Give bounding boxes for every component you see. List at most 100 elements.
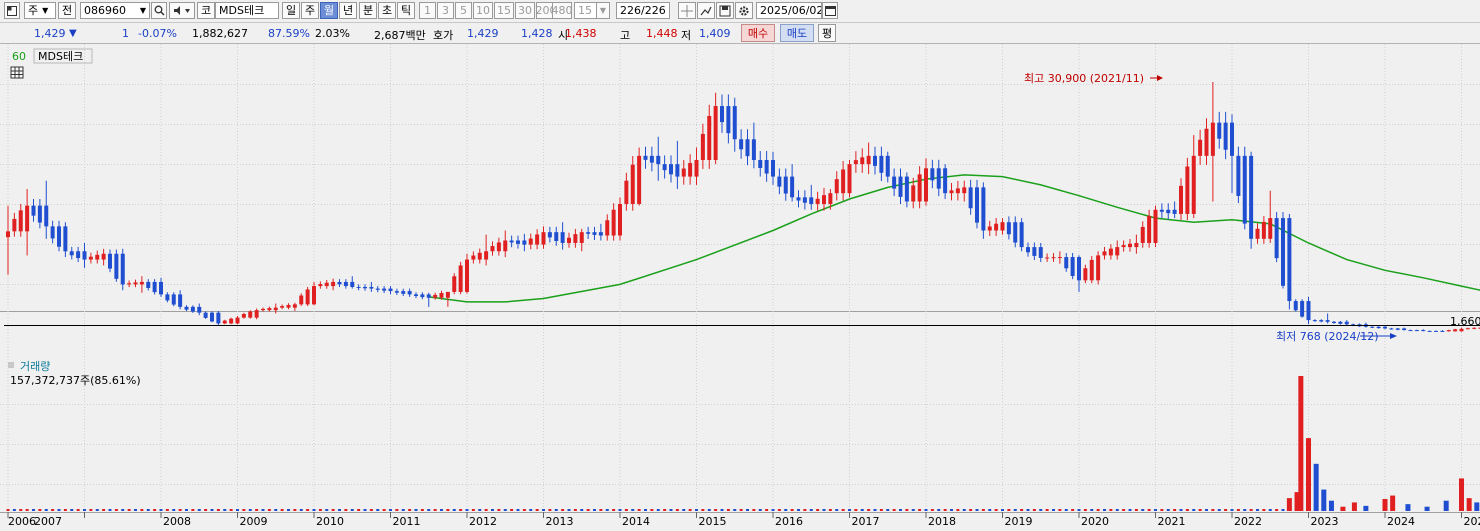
candle-body — [1338, 322, 1342, 324]
volume-bar — [1154, 509, 1157, 511]
volume-bar — [982, 509, 985, 511]
x-tick-label: 2014 — [622, 515, 650, 528]
volume-bar — [536, 509, 539, 511]
volume-bar — [854, 509, 857, 511]
volume-bar — [478, 509, 481, 511]
candle-body — [1281, 218, 1285, 286]
calendar-icon[interactable] — [822, 2, 838, 19]
candle-body — [229, 319, 233, 324]
save-icon[interactable] — [716, 2, 734, 19]
interval-15[interactable]: 15 — [494, 2, 514, 19]
volume-bar — [708, 509, 711, 511]
buy-button[interactable]: 매수 — [741, 24, 775, 42]
volume-bar — [956, 509, 959, 511]
candle-body — [1440, 331, 1444, 332]
volume-bar — [1078, 509, 1081, 511]
volume-bar — [440, 509, 443, 511]
interval-5[interactable]: 5 — [455, 2, 472, 19]
candle-body — [994, 224, 998, 231]
turnover-pct: 2.03% — [315, 27, 350, 40]
interval-30[interactable]: 30 — [515, 2, 535, 19]
volume-bar — [606, 509, 609, 511]
candle — [848, 160, 852, 197]
market-select[interactable]: 주 ▼ — [24, 2, 56, 19]
candle-body — [1185, 166, 1189, 213]
code-input[interactable]: 086960 ▼ — [80, 2, 150, 19]
candle-body — [465, 260, 469, 292]
quote-bar: 1,429 ▼ 1 -0.07% 1,882,627 87.59% 2.03% … — [0, 23, 1480, 44]
volume-bar — [281, 509, 284, 511]
candle-body — [491, 246, 495, 251]
balance-button[interactable]: 평 — [818, 24, 836, 42]
candle-body — [89, 257, 93, 260]
volume-ratio: 87.59% — [268, 27, 310, 40]
volume-bar — [593, 509, 596, 511]
candle-body — [1077, 257, 1081, 280]
candle-body — [867, 156, 871, 164]
candle-body — [287, 305, 291, 308]
all-button[interactable]: 전 — [58, 2, 76, 19]
market-prefix-label: 코 — [197, 2, 215, 19]
crosshair-icon[interactable] — [678, 2, 696, 19]
period-week[interactable]: 주 — [301, 2, 319, 19]
candle-body — [1160, 210, 1164, 212]
date-input[interactable]: 2025/06/02 — [756, 2, 822, 19]
candle — [216, 311, 220, 325]
interval-3[interactable]: 3 — [437, 2, 454, 19]
candle-body — [357, 287, 361, 288]
candle-body — [1453, 329, 1457, 331]
candle-body — [777, 177, 781, 187]
candle-body — [185, 307, 189, 310]
gear-icon[interactable] — [735, 2, 753, 19]
volume-bar — [415, 509, 418, 511]
volume-bar — [791, 509, 794, 511]
candle-body — [108, 254, 112, 269]
volume-bar — [574, 509, 577, 511]
candle — [637, 148, 641, 206]
candle-body — [529, 239, 533, 245]
candle-body — [57, 226, 61, 246]
candle-body — [1243, 156, 1247, 224]
open-price: 1,438 — [565, 27, 597, 40]
candle-body — [899, 177, 903, 197]
sell-button[interactable]: 매도 — [780, 24, 814, 42]
volume-bar — [153, 509, 156, 511]
trend-tool-icon[interactable] — [697, 2, 715, 19]
period-day[interactable]: 일 — [282, 2, 300, 19]
x-tick-label: 2009 — [240, 515, 268, 528]
stock-name-input[interactable]: MDS테크 — [215, 2, 279, 19]
candle-body — [338, 282, 342, 284]
candle — [1096, 251, 1100, 284]
sound-icon[interactable] — [169, 2, 195, 19]
interval-10[interactable]: 10 — [473, 2, 493, 19]
period-minute[interactable]: 분 — [359, 2, 377, 19]
trade-amount: 2,687백만 — [374, 27, 426, 43]
volume-bar — [1001, 509, 1004, 511]
volume-bar — [504, 509, 507, 511]
volume-bar — [198, 509, 201, 511]
candle-body — [1409, 330, 1413, 331]
volume-bar — [1186, 509, 1189, 511]
period-second[interactable]: 초 — [378, 2, 396, 19]
volume-bar — [619, 509, 622, 511]
candle-body — [612, 210, 616, 236]
candle-body — [1370, 327, 1374, 328]
period-year[interactable]: 년 — [339, 2, 357, 19]
interval-480[interactable]: 480 — [552, 2, 572, 19]
interval-1[interactable]: 1 — [419, 2, 436, 19]
candle-body — [937, 168, 941, 188]
volume-bar — [1269, 509, 1272, 511]
period-month[interactable]: 월 — [320, 2, 338, 19]
volume-bar — [1224, 509, 1227, 511]
volume-bar — [1340, 507, 1345, 511]
candle-body — [682, 169, 686, 177]
candle-body — [631, 165, 635, 204]
interval-chevron-down-icon[interactable]: ▼ — [596, 2, 610, 19]
volume-bar — [1352, 502, 1357, 511]
period-tick[interactable]: 틱 — [397, 2, 415, 19]
window-layout-icon[interactable] — [4, 2, 20, 19]
search-icon[interactable] — [151, 2, 167, 19]
candle-body — [306, 289, 310, 304]
volume-bar — [778, 509, 781, 511]
